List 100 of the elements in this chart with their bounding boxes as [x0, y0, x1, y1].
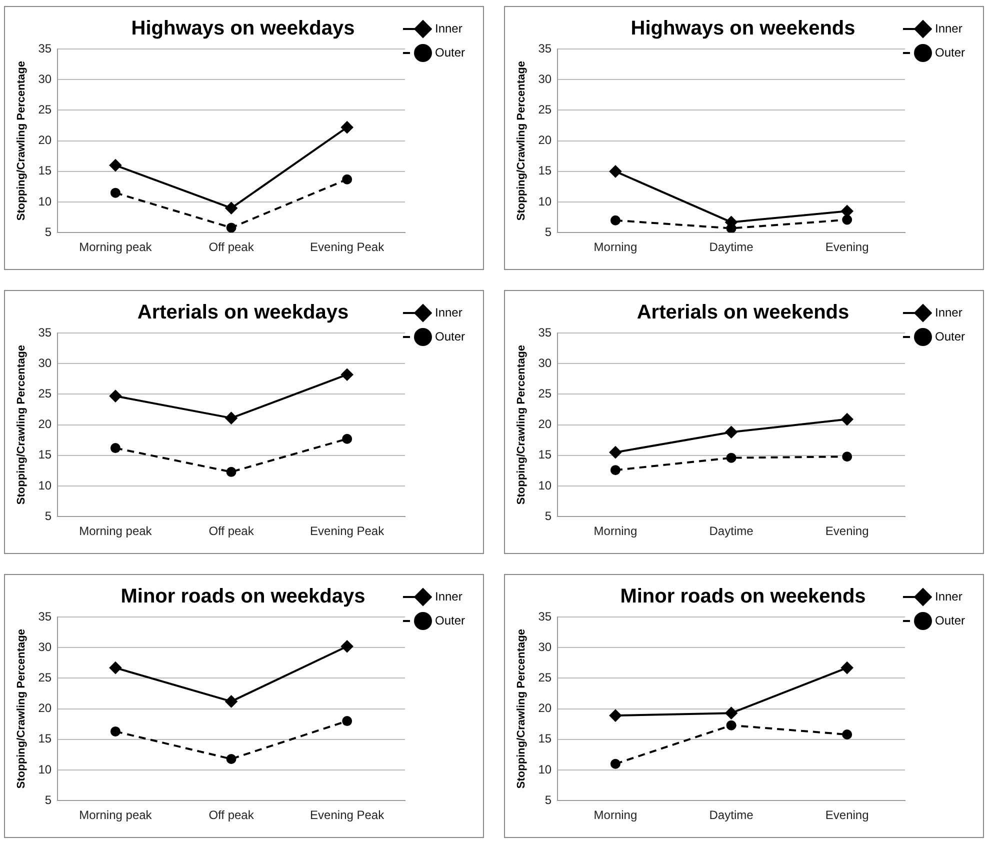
y-tick-label: 35 [538, 609, 552, 624]
y-tick-label: 35 [538, 41, 552, 56]
x-tick-label: Evening [825, 524, 869, 538]
y-tick-label: 25 [538, 102, 552, 117]
x-tick-label: Morning [594, 240, 638, 254]
x-tick-label: Morning peak [79, 240, 153, 254]
y-axis-title: Stopping/Crawling Percentage [516, 61, 528, 221]
x-tick-label: Morning [594, 524, 638, 538]
x-tick-label: Daytime [709, 808, 754, 822]
legend-label: Inner [434, 21, 462, 36]
x-tick-label: Evening [825, 808, 869, 822]
y-tick-label: 25 [538, 670, 552, 685]
y-tick-label: 30 [38, 640, 52, 654]
y-tick-label: 20 [38, 133, 52, 148]
y-tick-label: 15 [538, 732, 552, 746]
y-axis-title: Stopping/Crawling Percentage [16, 61, 28, 221]
x-tick-label: Morning peak [79, 524, 153, 538]
chart-title: Highways on weekdays [131, 18, 355, 40]
y-tick-label: 20 [538, 701, 552, 716]
y-tick-label: 35 [38, 609, 52, 624]
legend-label: Outer [934, 329, 966, 344]
y-tick-label: 15 [38, 164, 52, 178]
point [341, 368, 354, 381]
point [609, 710, 622, 722]
chart-title: Minor roads on weekdays [120, 586, 366, 608]
point [610, 215, 620, 226]
y-tick-label: 15 [538, 164, 552, 178]
y-tick-label: 20 [38, 701, 52, 716]
y-tick-label: 5 [544, 508, 552, 523]
y-axis-title: Stopping/Crawling Percentage [516, 629, 528, 789]
y-tick-label: 30 [538, 640, 552, 654]
point [842, 452, 852, 462]
chart-title: Highways on weekends [630, 18, 856, 40]
x-tick-label: Evening Peak [310, 808, 386, 822]
point [610, 758, 620, 769]
y-tick-label: 5 [44, 792, 52, 807]
x-tick-label: Morning peak [79, 808, 153, 822]
chart-title: Minor roads on weekends [620, 586, 866, 608]
y-tick-label: 5 [44, 508, 52, 523]
point [110, 188, 120, 198]
y-tick-label: 35 [38, 325, 52, 340]
point [109, 662, 122, 674]
x-tick-label: Daytime [709, 240, 754, 254]
y-tick-label: 25 [538, 386, 552, 401]
y-tick-label: 5 [544, 792, 552, 807]
x-tick-label: Evening [825, 240, 869, 254]
point [842, 214, 852, 225]
legend-label: Inner [434, 305, 462, 320]
y-tick-label: 10 [538, 478, 552, 492]
y-tick-label: 5 [44, 224, 52, 239]
point [342, 434, 352, 444]
point [341, 640, 354, 652]
y-tick-label: 30 [38, 72, 52, 86]
legend-label: Outer [434, 329, 466, 344]
x-tick-label: Evening Peak [310, 240, 386, 254]
y-axis-title: Stopping/Crawling Percentage [16, 345, 28, 505]
point [225, 202, 238, 214]
y-axis-title: Stopping/Crawling Percentage [516, 345, 528, 505]
point [725, 707, 738, 720]
point [225, 695, 238, 708]
point [841, 662, 854, 674]
point [842, 730, 852, 740]
chart-title: Arterials on weekends [636, 302, 850, 324]
point [726, 452, 736, 463]
x-tick-label: Morning [594, 808, 638, 822]
point [342, 716, 352, 726]
y-tick-label: 10 [38, 194, 52, 208]
legend-label: Outer [934, 613, 966, 628]
legend-label: Outer [934, 45, 966, 60]
point [725, 426, 738, 438]
y-tick-label: 30 [538, 72, 552, 86]
point [226, 754, 236, 764]
y-tick-label: 35 [38, 41, 52, 56]
point [109, 390, 122, 402]
legend-label: Inner [934, 589, 962, 604]
point [609, 165, 622, 178]
x-tick-label: Off peak [208, 808, 255, 822]
x-tick-label: Evening Peak [310, 524, 386, 538]
legend-label: Inner [434, 589, 462, 604]
y-tick-label: 20 [538, 417, 552, 432]
point [341, 121, 354, 134]
point [609, 446, 622, 458]
y-tick-label: 5 [544, 224, 552, 239]
legend-label: Outer [434, 45, 466, 60]
y-tick-label: 25 [38, 386, 52, 401]
x-tick-label: Daytime [709, 524, 754, 538]
y-tick-label: 20 [38, 417, 52, 432]
legend-label: Inner [934, 305, 962, 320]
y-tick-label: 15 [538, 448, 552, 462]
y-tick-label: 10 [38, 762, 52, 776]
y-tick-label: 15 [38, 448, 52, 462]
point [109, 159, 122, 172]
point [841, 413, 854, 426]
y-tick-label: 35 [538, 325, 552, 340]
chart-title: Arterials on weekdays [137, 302, 349, 324]
legend-label: Outer [434, 613, 466, 628]
point [110, 443, 120, 454]
point [342, 174, 352, 184]
y-tick-label: 10 [38, 478, 52, 492]
point [226, 222, 236, 233]
